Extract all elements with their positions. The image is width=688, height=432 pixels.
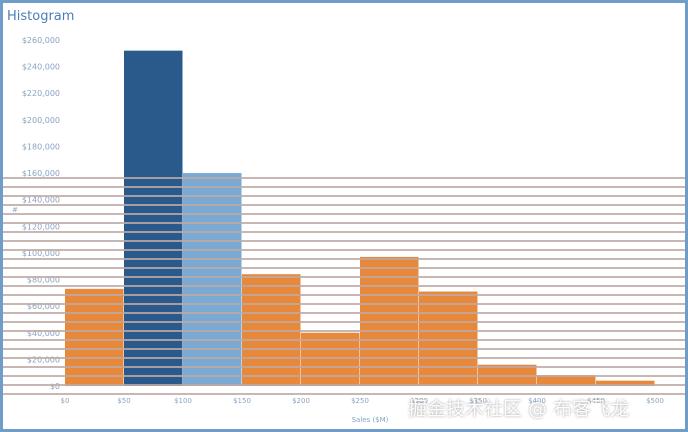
histogram-bar-4 (301, 332, 360, 386)
x-tick-label: $0 (61, 397, 70, 405)
histogram-bar-6 (419, 291, 478, 386)
y-tick-label: $140,000 (22, 196, 60, 205)
y-axis-label: # (12, 206, 18, 214)
y-tick-label: $180,000 (22, 142, 60, 151)
y-tick-label: $260,000 (22, 36, 60, 45)
y-tick-label: $240,000 (22, 63, 60, 72)
y-tick-label: $200,000 (22, 116, 60, 125)
y-tick-label: $80,000 (27, 276, 60, 285)
histogram-bar-5 (360, 256, 419, 386)
histogram-bar-2 (183, 173, 242, 386)
x-tick-label: $450 (587, 397, 605, 405)
watermark-text: 掘金技术社区 @ 布客飞龙 (408, 398, 630, 420)
histogram-bar-7 (478, 364, 537, 386)
y-tick-label: $220,000 (22, 89, 60, 98)
x-tick-label: $200 (292, 397, 310, 405)
y-tick-label: $20,000 (27, 355, 60, 364)
histogram-bar-3 (242, 274, 301, 386)
y-tick-label: $60,000 (27, 302, 60, 311)
histogram-bar-0 (65, 288, 124, 386)
x-tick-label: $350 (469, 397, 487, 405)
chart-title: Histogram (7, 9, 75, 24)
x-tick-label: $300 (410, 397, 428, 405)
y-tick-label: $100,000 (22, 249, 60, 258)
x-tick-label: $500 (646, 397, 664, 405)
x-tick-label: $250 (351, 397, 369, 405)
x-axis-label: Sales ($M) (352, 416, 389, 424)
histogram-bar-9 (596, 380, 655, 386)
y-tick-label: $120,000 (22, 222, 60, 231)
histogram-bar-1 (124, 50, 183, 387)
x-tick-label: $50 (117, 397, 130, 405)
x-tick-label: $400 (528, 397, 546, 405)
x-tick-label: $100 (174, 397, 192, 405)
y-tick-label: $160,000 (22, 169, 60, 178)
y-tick-label: $40,000 (27, 329, 60, 338)
histogram-bar-8 (537, 375, 596, 386)
y-tick-label: $0 (50, 382, 60, 391)
x-tick-label: $150 (233, 397, 251, 405)
